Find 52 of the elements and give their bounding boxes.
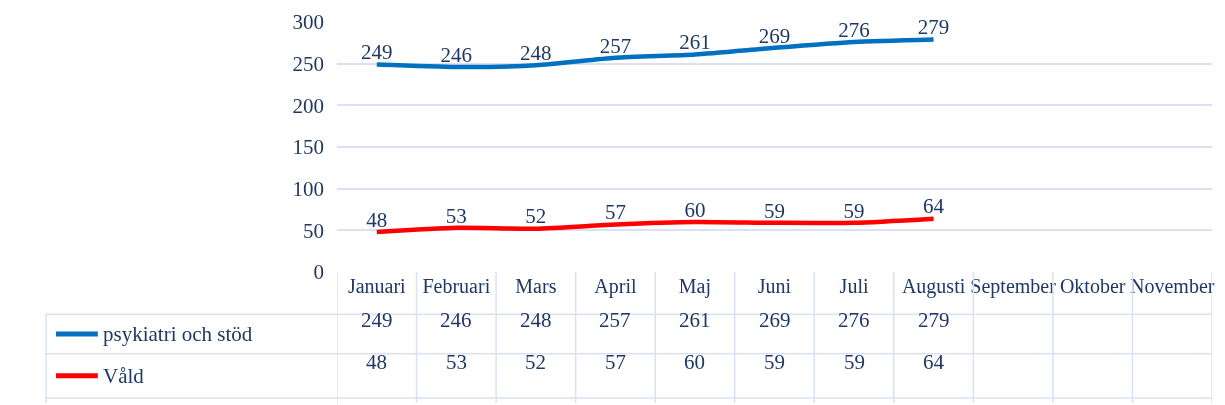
text: 64 [923, 350, 945, 374]
data-label: 53 [445, 203, 467, 228]
x-tick-label: November [1130, 275, 1215, 297]
data-label: 257 [599, 33, 632, 58]
x-tick-label: Juni [757, 275, 792, 297]
text: 249 [361, 308, 393, 332]
y-tick-label: 0 [313, 260, 324, 285]
x-tick-label: April [594, 275, 637, 298]
data-label: 57 [604, 200, 626, 225]
data-label: 246 [440, 42, 473, 67]
y-tick-label: 150 [292, 135, 324, 160]
data-label: 60 [684, 197, 706, 222]
data-label: 64 [923, 194, 945, 219]
x-tick-label: Juli [839, 275, 869, 297]
x-tick-label: Februari [422, 275, 491, 297]
legend-label: Våld [103, 364, 145, 388]
text: 276 [838, 308, 870, 332]
data-label: 279 [917, 15, 950, 40]
text: 60 [684, 350, 705, 374]
y-tick-label: 250 [292, 52, 324, 77]
data-label: 269 [758, 23, 791, 48]
data-label: 249 [361, 40, 393, 65]
x-tick-label: Januari [347, 275, 407, 297]
data-label: 59 [843, 198, 865, 223]
y-tick-label: 300 [292, 10, 324, 35]
x-tick-label: Augusti [901, 275, 966, 298]
x-tick-label: Mars [515, 275, 557, 297]
text: 248 [520, 308, 552, 332]
text: 59 [844, 350, 865, 374]
data-label: 48 [366, 207, 388, 232]
y-tick-label: 50 [303, 218, 324, 243]
text: 279 [918, 308, 950, 332]
text: 57 [605, 350, 626, 374]
data-label: 248 [520, 41, 552, 66]
data-label: 59 [764, 198, 785, 223]
text: 261 [679, 308, 711, 332]
data-label: 52 [525, 204, 547, 229]
text: 53 [446, 350, 467, 374]
y-tick-label: 200 [292, 93, 324, 118]
data-label: 261 [679, 30, 711, 55]
text: 246 [440, 308, 472, 332]
data-label: 276 [838, 17, 870, 42]
x-tick-label: Maj [678, 275, 712, 298]
text: 59 [764, 350, 785, 374]
text: 269 [759, 308, 791, 332]
text: 257 [599, 308, 631, 332]
x-tick-label: September [970, 275, 1057, 298]
text: 48 [366, 350, 387, 374]
y-tick-label: 100 [292, 177, 324, 202]
x-tick-label: Oktober [1059, 275, 1126, 297]
legend-label: psykiatri och stöd [103, 322, 253, 346]
text: 52 [525, 350, 546, 374]
